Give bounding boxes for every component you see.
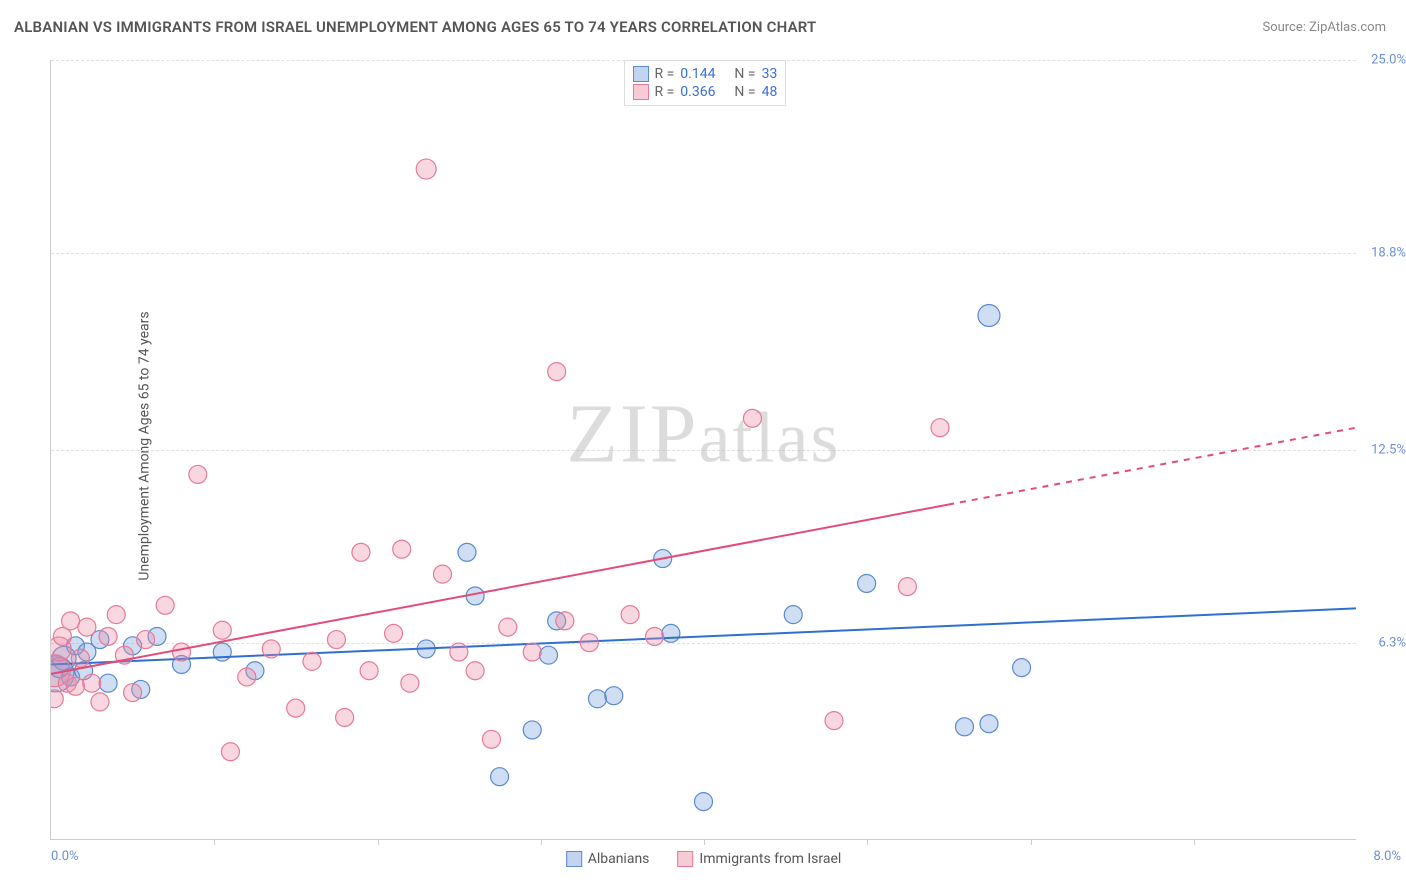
stat-legend-row: R = 0.366 N = 48: [633, 83, 778, 101]
data-point: [416, 159, 436, 179]
data-point: [466, 662, 484, 680]
series-legend: Albanians Immigrants from Israel: [566, 851, 842, 867]
n-value: 33: [762, 66, 778, 82]
legend-item: Albanians: [566, 851, 650, 867]
data-point: [580, 634, 598, 652]
y-tick-label: 18.8%: [1371, 246, 1406, 261]
data-point: [221, 743, 239, 761]
data-point: [189, 465, 207, 483]
source-attribution: Source: ZipAtlas.com: [1262, 20, 1386, 35]
data-point: [385, 624, 403, 642]
legend-label: Immigrants from Israel: [699, 851, 841, 867]
n-label: N =: [734, 66, 755, 82]
data-point: [491, 768, 509, 786]
data-point: [287, 699, 305, 717]
x-tick-label: 8.0%: [1373, 849, 1401, 864]
data-point: [898, 578, 916, 596]
n-label: N =: [734, 84, 755, 100]
r-label: R =: [655, 66, 675, 82]
stat-legend-row: R = 0.144 N = 33: [633, 65, 778, 83]
data-point: [262, 640, 280, 658]
data-point: [605, 687, 623, 705]
data-point: [523, 643, 541, 661]
data-point: [1013, 659, 1031, 677]
source-link[interactable]: ZipAtlas.com: [1309, 20, 1386, 35]
data-point: [523, 721, 541, 739]
data-point: [784, 606, 802, 624]
data-point: [743, 409, 761, 427]
data-point: [360, 662, 378, 680]
data-point: [156, 596, 174, 614]
scatter-svg: [51, 60, 1356, 839]
legend-label: Albanians: [588, 851, 650, 867]
data-point: [124, 684, 142, 702]
data-point: [401, 674, 419, 692]
data-point: [71, 649, 89, 667]
data-point: [107, 606, 125, 624]
x-tick: [867, 839, 868, 845]
legend-item: Immigrants from Israel: [677, 851, 841, 867]
r-value: 0.366: [680, 84, 715, 100]
x-tick: [214, 839, 215, 845]
data-point: [858, 574, 876, 592]
data-point: [137, 631, 155, 649]
x-tick: [541, 839, 542, 845]
data-point: [956, 718, 974, 736]
data-point: [556, 612, 574, 630]
data-point: [450, 643, 468, 661]
data-point: [213, 621, 231, 639]
data-point: [99, 674, 117, 692]
chart-title: ALBANIAN VS IMMIGRANTS FROM ISRAEL UNEMP…: [14, 18, 816, 36]
data-point: [303, 652, 321, 670]
y-tick-label: 25.0%: [1371, 53, 1406, 68]
chart-plot-area: ZIPatlas R = 0.144 N = 33 R = 0.366 N = …: [50, 60, 1356, 840]
data-point: [66, 677, 84, 695]
trend-line-dashed: [948, 428, 1356, 505]
data-point: [78, 618, 96, 636]
legend-swatch: [633, 66, 649, 82]
data-point: [646, 627, 664, 645]
y-tick-label: 6.3%: [1378, 636, 1406, 651]
data-point: [238, 668, 256, 686]
data-point: [83, 674, 101, 692]
y-tick-label: 12.5%: [1371, 443, 1406, 458]
source-prefix: Source:: [1262, 20, 1309, 35]
data-point: [499, 618, 517, 636]
data-point: [327, 631, 345, 649]
x-tick: [704, 839, 705, 845]
data-point: [458, 543, 476, 561]
data-point: [482, 730, 500, 748]
data-point: [393, 540, 411, 558]
legend-swatch: [566, 851, 582, 867]
data-point: [51, 690, 63, 708]
legend-swatch: [633, 84, 649, 100]
x-tick: [1031, 839, 1032, 845]
data-point: [980, 715, 998, 733]
data-point: [695, 793, 713, 811]
data-point: [662, 624, 680, 642]
data-point: [548, 363, 566, 381]
data-point: [99, 627, 117, 645]
data-point: [540, 646, 558, 664]
data-point: [588, 690, 606, 708]
x-tick: [1194, 839, 1195, 845]
data-point: [621, 606, 639, 624]
data-point: [91, 693, 109, 711]
data-point: [173, 643, 191, 661]
data-point: [352, 543, 370, 561]
data-point: [825, 712, 843, 730]
x-tick: [378, 839, 379, 845]
x-tick-label: 0.0%: [51, 849, 79, 864]
r-value: 0.144: [680, 66, 715, 82]
data-point: [931, 419, 949, 437]
stat-legend: R = 0.144 N = 33 R = 0.366 N = 48: [624, 60, 787, 106]
data-point: [434, 565, 452, 583]
legend-swatch: [677, 851, 693, 867]
data-point: [62, 612, 80, 630]
data-point: [336, 708, 354, 726]
n-value: 48: [762, 84, 778, 100]
r-label: R =: [655, 84, 675, 100]
data-point: [978, 305, 1000, 327]
trend-line: [51, 505, 948, 674]
